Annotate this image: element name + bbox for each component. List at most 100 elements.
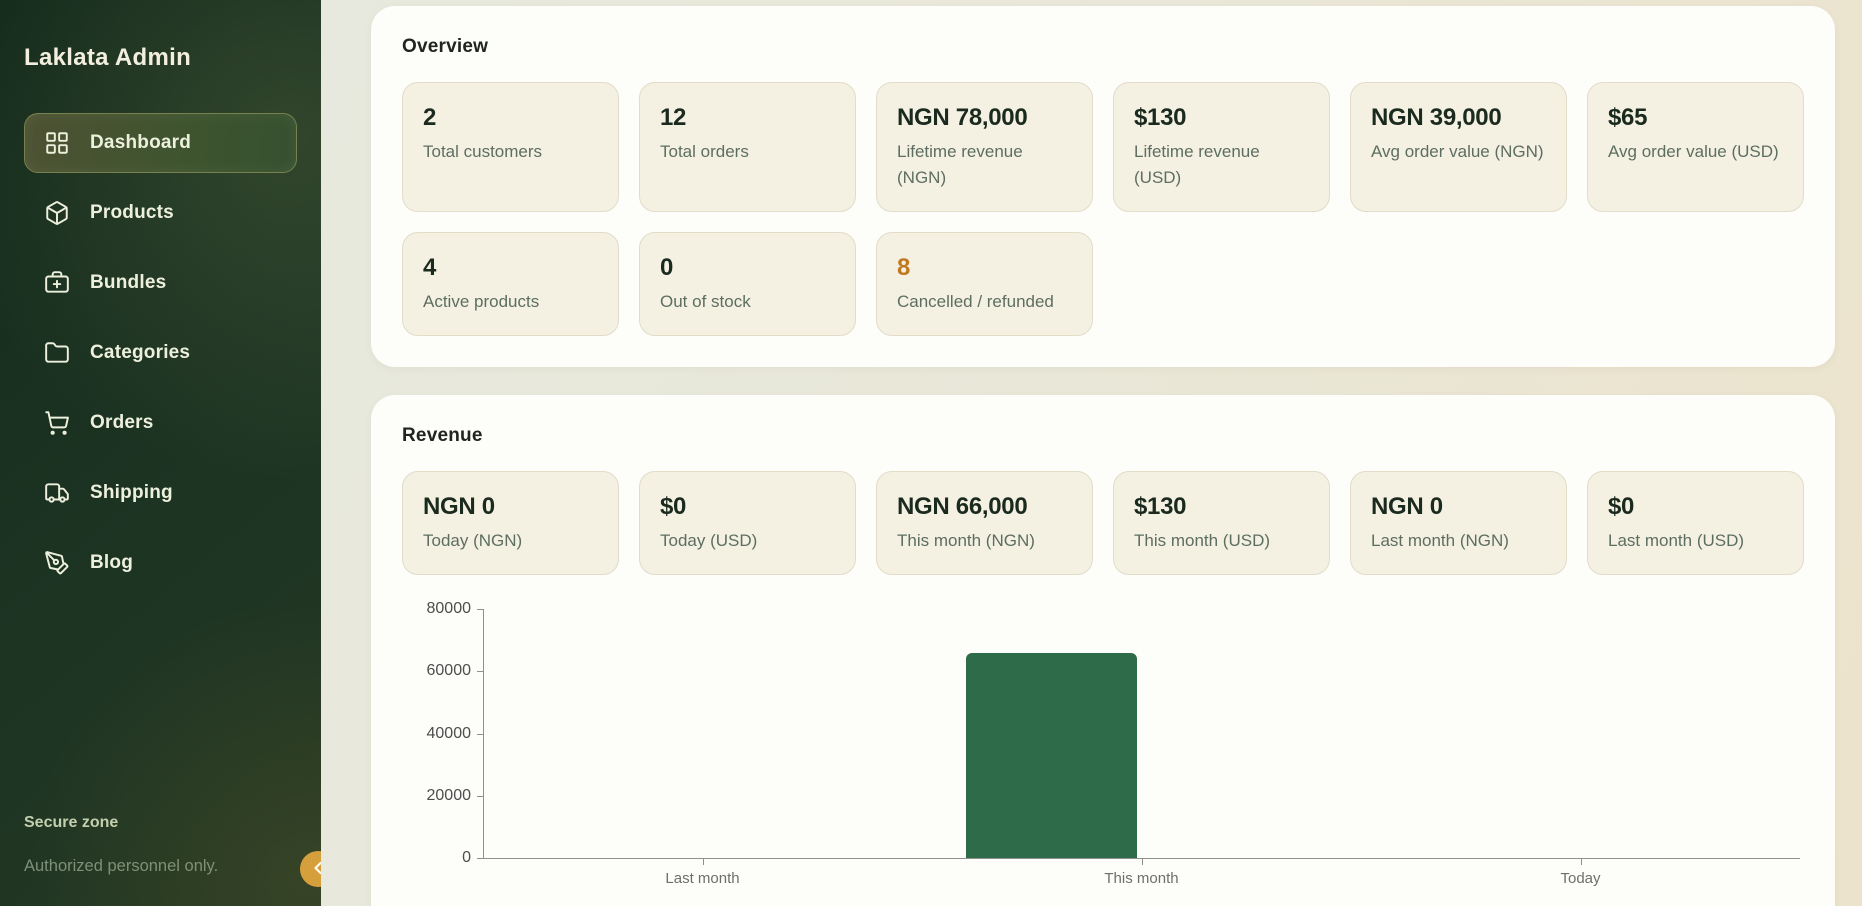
stat-card: $130 This month (USD) bbox=[1113, 471, 1330, 575]
revenue-panel: Revenue NGN 0 Today (NGN) $0 Today (USD) NGN… bbox=[371, 395, 1835, 906]
sidebar-item-orders[interactable]: Orders bbox=[24, 393, 297, 453]
stat-card: NGN 78,000 Lifetime revenue (NGN) bbox=[876, 82, 1093, 212]
stat-label: Lifetime revenue (NGN) bbox=[897, 142, 1023, 187]
stat-label: Today (NGN) bbox=[423, 531, 523, 550]
stat-label: Last month (USD) bbox=[1608, 531, 1745, 550]
revenue-bar-chart: 0 20000 40000 60000 80000 Last month This mont… bbox=[402, 600, 1804, 906]
x-tick-label: Last month bbox=[665, 870, 740, 887]
stat-value: NGN 0 bbox=[1371, 493, 1443, 520]
app-title: Laklata Admin bbox=[24, 44, 192, 71]
stat-label: Today (USD) bbox=[660, 531, 758, 550]
stat-label: This month (USD) bbox=[1134, 531, 1271, 550]
y-tick bbox=[477, 671, 483, 673]
stat-card: NGN 66,000 This month (NGN) bbox=[876, 471, 1093, 575]
sidebar-item-label: Shipping bbox=[90, 482, 173, 503]
y-tick bbox=[477, 609, 483, 610]
overview-panel: Overview 2 Total customers 12 Total orders N… bbox=[371, 6, 1835, 367]
truck-icon bbox=[44, 480, 70, 506]
overview-stats-grid: 2 Total customers 12 Total orders NGN 78,000… bbox=[402, 82, 1804, 336]
briefcase-plus-icon bbox=[44, 270, 70, 296]
folder-icon bbox=[44, 340, 70, 366]
x-tick-label: Today bbox=[1560, 870, 1601, 887]
y-tick-label: 80000 bbox=[426, 600, 472, 617]
y-tick bbox=[477, 858, 483, 859]
stat-value: 4 bbox=[423, 254, 437, 281]
secure-zone-label: Secure zone bbox=[24, 814, 119, 831]
sidebar-nav: Dashboard Products Bundles Categories Orders… bbox=[24, 113, 297, 593]
y-tick-label: 60000 bbox=[426, 662, 472, 680]
sidebar-item-shipping[interactable]: Shipping bbox=[24, 463, 297, 523]
stat-value: 12 bbox=[660, 104, 687, 131]
stat-label: Lifetime revenue (USD) bbox=[1134, 142, 1260, 187]
stat-card: 0 Out of stock bbox=[639, 232, 856, 336]
stat-label: Cancelled / refunded bbox=[897, 292, 1054, 311]
stat-value: $65 bbox=[1608, 104, 1648, 131]
y-tick-label: 40000 bbox=[426, 724, 472, 742]
stat-label: This month (NGN) bbox=[897, 531, 1035, 550]
x-axis bbox=[483, 858, 1800, 859]
stat-value: $130 bbox=[1134, 104, 1187, 131]
sidebar-item-products[interactable]: Products bbox=[24, 183, 297, 243]
stat-value: 2 bbox=[423, 104, 437, 131]
overview-heading: Overview bbox=[402, 36, 489, 57]
y-tick bbox=[477, 733, 483, 735]
sidebar-item-label: Dashboard bbox=[90, 132, 192, 153]
stat-label: Avg order value (USD) bbox=[1608, 142, 1779, 161]
authorized-personnel-label: Authorized personnel only. bbox=[24, 857, 219, 875]
sidebar-item-label: Orders bbox=[90, 412, 154, 433]
stat-value: NGN 66,000 bbox=[897, 493, 1028, 520]
sidebar-item-dashboard[interactable]: Dashboard bbox=[24, 113, 297, 173]
stat-value: 8 bbox=[897, 254, 911, 281]
sidebar-item-bundles[interactable]: Bundles bbox=[24, 253, 297, 313]
stat-card: $130 Lifetime revenue (USD) bbox=[1113, 82, 1330, 212]
stat-label: Active products bbox=[423, 292, 540, 311]
y-tick-label: 0 bbox=[462, 849, 471, 866]
stat-value: 0 bbox=[660, 254, 674, 281]
stat-label: Last month (NGN) bbox=[1371, 531, 1509, 550]
revenue-heading: Revenue bbox=[402, 425, 483, 446]
stat-card: NGN 0 Today (NGN) bbox=[402, 471, 619, 575]
y-tick bbox=[477, 795, 483, 797]
sidebar-item-label: Bundles bbox=[90, 272, 167, 293]
stat-card: 8 Cancelled / refunded bbox=[876, 232, 1093, 336]
revenue-stats-grid: NGN 0 Today (NGN) $0 Today (USD) NGN 66,000 T… bbox=[402, 471, 1804, 575]
stat-card: $0 Today (USD) bbox=[639, 471, 856, 575]
stat-value: NGN 39,000 bbox=[1371, 104, 1502, 131]
stat-value: $0 bbox=[660, 493, 687, 520]
y-axis bbox=[483, 609, 484, 858]
stat-card: $0 Last month (USD) bbox=[1587, 471, 1804, 575]
stat-card: NGN 39,000 Avg order value (NGN) bbox=[1350, 82, 1567, 212]
sidebar-item-label: Products bbox=[90, 202, 174, 223]
stat-card: 2 Total customers bbox=[402, 82, 619, 212]
stat-card: 12 Total orders bbox=[639, 82, 856, 212]
cart-icon bbox=[44, 410, 70, 436]
stat-label: Total customers bbox=[423, 142, 543, 161]
bar-this-month bbox=[965, 652, 1138, 858]
sidebar-item-label: Blog bbox=[90, 552, 134, 573]
sidebar-item-categories[interactable]: Categories bbox=[24, 323, 297, 383]
x-tick bbox=[1580, 859, 1582, 865]
x-tick bbox=[702, 859, 704, 865]
pen-nib-icon bbox=[44, 550, 70, 576]
stat-label: Out of stock bbox=[660, 292, 751, 311]
stat-value: $0 bbox=[1608, 493, 1635, 520]
y-tick-label: 20000 bbox=[426, 786, 472, 804]
stat-card: 4 Active products bbox=[402, 232, 619, 336]
x-tick-label: This month bbox=[1104, 870, 1179, 887]
stat-card: NGN 0 Last month (NGN) bbox=[1350, 471, 1567, 575]
chevron-left-icon bbox=[308, 858, 321, 881]
x-tick bbox=[1141, 859, 1143, 865]
sidebar-item-blog[interactable]: Blog bbox=[24, 533, 297, 593]
stat-label: Avg order value (NGN) bbox=[1371, 142, 1544, 161]
stat-value: NGN 0 bbox=[423, 493, 495, 520]
main-content: Overview 2 Total customers 12 Total orders N… bbox=[321, 0, 1862, 906]
sidebar-item-label: Categories bbox=[90, 342, 191, 363]
stat-value: NGN 78,000 bbox=[897, 104, 1028, 131]
sidebar-collapse-button[interactable] bbox=[300, 851, 321, 887]
sidebar: Laklata Admin Dashboard Products Bundles Ca… bbox=[0, 0, 321, 906]
stat-label: Total orders bbox=[660, 142, 749, 161]
box-icon bbox=[44, 200, 70, 226]
stat-value: $130 bbox=[1134, 493, 1187, 520]
stat-card: $65 Avg order value (USD) bbox=[1587, 82, 1804, 212]
sidebar-footer: Secure zone Authorized personnel only. bbox=[24, 814, 218, 876]
